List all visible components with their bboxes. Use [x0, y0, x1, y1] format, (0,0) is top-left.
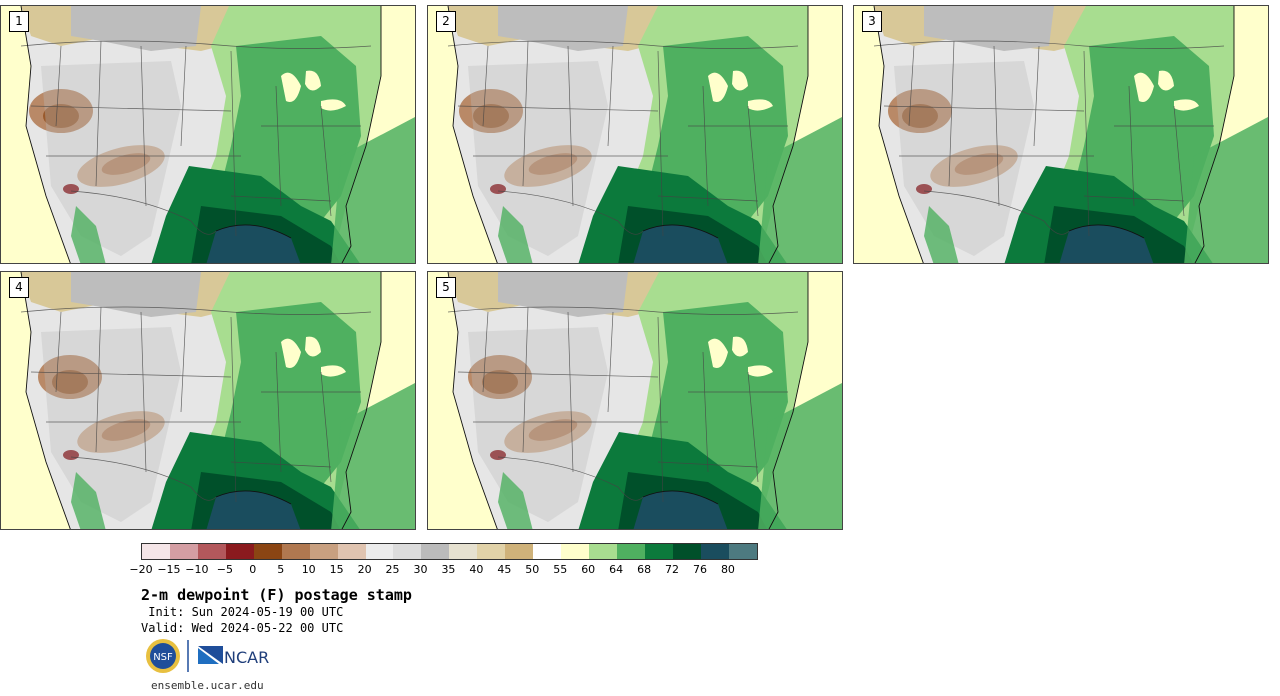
dewpoint-map [1, 272, 415, 529]
colorbar-ticks: −20 −15 −10 −5 0 5 10 15 20 25 30 35 40 45 50 55 60 64 68 7… [129, 563, 761, 577]
stamp-number: 4 [9, 277, 29, 298]
colorbar-tick-label: 40 [469, 563, 484, 576]
colorbar-swatch [561, 544, 589, 559]
stamp-number: 1 [9, 11, 29, 32]
colorbar-tick-label: 72 [665, 563, 680, 576]
colorbar-swatch [477, 544, 506, 559]
colorbar-tick-label: 55 [553, 563, 568, 576]
colorbar-swatch [365, 544, 394, 559]
site-url[interactable]: ensemble.ucar.edu [151, 679, 264, 692]
stamp-number: 2 [436, 11, 456, 32]
dewpoint-map [428, 272, 842, 529]
postage-stamp-panel[interactable]: 4 [0, 271, 416, 530]
colorbar-swatch [393, 544, 422, 559]
colorbar-tick-label: −5 [216, 563, 233, 576]
colorbar-swatch [281, 544, 310, 559]
stamp-number: 3 [862, 11, 882, 32]
colorbar [141, 543, 758, 560]
colorbar-tick-label: 0 [249, 563, 257, 576]
colorbar-tick-label: −10 [185, 563, 209, 576]
colorbar-tick-label: 25 [385, 563, 400, 576]
colorbar-tick-label: 15 [329, 563, 344, 576]
colorbar-tick-label: 68 [637, 563, 652, 576]
colorbar-swatch [197, 544, 226, 559]
colorbar-swatch [142, 544, 170, 559]
stamp-number: 5 [436, 277, 456, 298]
colorbar-tick-label: −15 [157, 563, 181, 576]
colorbar-tick-label: 50 [525, 563, 540, 576]
colorbar-tick-label: 20 [357, 563, 372, 576]
colorbar-swatch [533, 544, 562, 559]
postage-stamp-panel[interactable]: 1 [0, 5, 416, 264]
colorbar-tick-label: 35 [441, 563, 456, 576]
colorbar-swatch [169, 544, 198, 559]
colorbar-tick-label: 76 [693, 563, 707, 576]
colorbar-swatch [505, 544, 534, 559]
figure-title: 2-m dewpoint (F) postage stamp [141, 586, 412, 604]
logos: NSF NCAR [146, 639, 269, 673]
colorbar-swatch [644, 544, 673, 559]
colorbar-swatch [672, 544, 701, 559]
colorbar-tick-label: 10 [301, 563, 316, 576]
colorbar-swatch [337, 544, 366, 559]
nsf-logo: NSF [146, 639, 180, 673]
colorbar-tick-label: 64 [609, 563, 624, 576]
dewpoint-map [854, 6, 1268, 263]
colorbar-tick-label: −20 [129, 563, 153, 576]
colorbar-tick-label: 30 [413, 563, 428, 576]
colorbar-tick-label: 60 [581, 563, 596, 576]
init-time: Init: Sun 2024-05-19 00 UTC [141, 605, 344, 619]
colorbar-swatch [728, 544, 757, 559]
colorbar-swatch [449, 544, 478, 559]
ncar-logo: NCAR [198, 646, 269, 667]
colorbar-swatch [309, 544, 338, 559]
dewpoint-map [1, 6, 415, 263]
colorbar-swatch [421, 544, 450, 559]
ncar-logo-text: NCAR [224, 648, 269, 667]
postage-stamp-panel[interactable]: 5 [427, 271, 843, 530]
colorbar-swatch [253, 544, 282, 559]
postage-stamp-panel[interactable]: 3 [853, 5, 1269, 264]
colorbar-swatch [616, 544, 645, 559]
colorbar-tick-label: 80 [720, 563, 735, 576]
colorbar-tick-label: 45 [497, 563, 512, 576]
colorbar-swatch [589, 544, 617, 559]
postage-stamp-panel[interactable]: 2 [427, 5, 843, 264]
colorbar-swatch [225, 544, 254, 559]
nsf-logo-text: NSF [153, 652, 173, 663]
colorbar-tick-label: 5 [277, 563, 285, 576]
dewpoint-map [428, 6, 842, 263]
colorbar-swatch [700, 544, 729, 559]
valid-time: Valid: Wed 2024-05-22 00 UTC [141, 621, 344, 635]
